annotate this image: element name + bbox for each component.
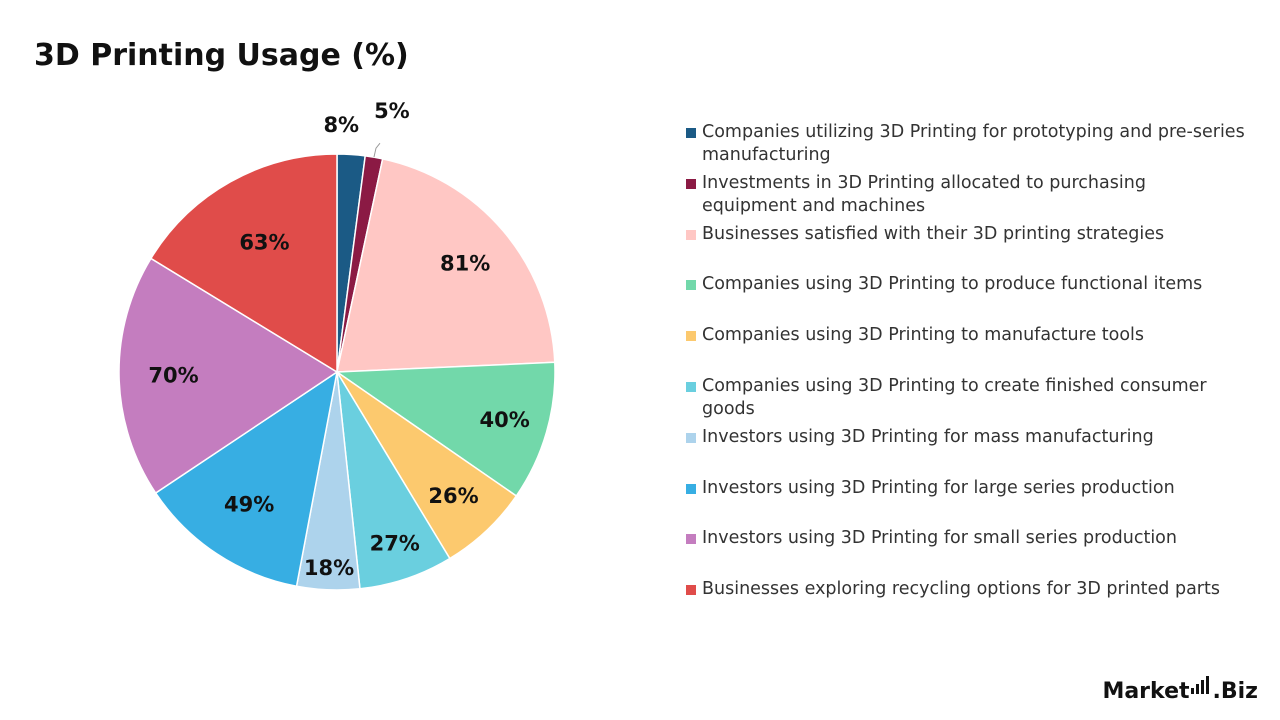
pie-slice — [336, 157, 556, 373]
legend-label: Companies using 3D Printing to produce f… — [702, 274, 1203, 295]
legend-label: Businesses satisfied with their 3D print… — [702, 223, 1165, 244]
legend-swatch — [686, 432, 696, 443]
legend-item: Companies using 3D Printing to manufactu… — [686, 324, 1246, 347]
legend-item: Businesses satisfied with their 3D print… — [686, 223, 1246, 246]
legend-swatch — [686, 331, 696, 342]
legend-label: Companies using 3D Printing to manufactu… — [702, 325, 1145, 346]
data-label: 5% — [374, 99, 410, 123]
data-label: 81% — [440, 252, 490, 276]
legend-swatch — [686, 534, 696, 545]
leader-line — [373, 142, 381, 158]
data-label: 70% — [148, 363, 198, 387]
data-label: 40% — [479, 408, 529, 432]
brand-logo: Market .Biz — [1102, 676, 1258, 704]
legend-item: Investors using 3D Printing for mass man… — [686, 426, 1246, 449]
legend-item: Investors using 3D Printing for large se… — [686, 477, 1246, 500]
legend-label: Investors using 3D Printing for mass man… — [702, 426, 1154, 447]
data-label: 27% — [370, 531, 420, 555]
pie-slice — [118, 257, 339, 495]
pie-slice — [149, 153, 338, 374]
legend-label: Investors using 3D Printing for large se… — [702, 477, 1175, 498]
legend-label: Investors using 3D Printing for small se… — [702, 528, 1177, 549]
legend-item: Businesses exploring recycling options f… — [686, 578, 1246, 601]
legend-item: Investments in 3D Printing allocated to … — [686, 172, 1246, 218]
logo-bars-icon — [1190, 676, 1211, 694]
logo-text-right: .Biz — [1212, 679, 1258, 704]
legend-swatch — [686, 178, 696, 189]
legend-label: Companies using 3D Printing to create fi… — [702, 376, 1207, 419]
legend-swatch — [686, 280, 696, 291]
legend-swatch — [686, 585, 696, 596]
data-label: 63% — [239, 231, 289, 255]
data-label: 26% — [428, 484, 478, 508]
legend-swatch — [686, 483, 696, 494]
legend-swatch — [686, 382, 696, 392]
legend-item: Companies utilizing 3D Printing for prot… — [686, 121, 1246, 167]
data-label: 8% — [323, 113, 359, 137]
logo-text-left: Market — [1102, 679, 1190, 704]
legend-item: Companies using 3D Printing to create fi… — [686, 375, 1246, 421]
chart-title: 3D Printing Usage (%) — [34, 38, 409, 73]
legend-item: Investors using 3D Printing for small se… — [686, 527, 1246, 550]
legend-swatch — [686, 229, 696, 240]
data-label: 18% — [304, 556, 354, 580]
pie-slice — [334, 361, 556, 497]
legend-label: Companies utilizing 3D Printing for prot… — [702, 122, 1245, 165]
legend-label: Investments in 3D Printing allocated to … — [702, 172, 1146, 216]
legend-swatch — [686, 128, 696, 138]
data-label: 49% — [224, 493, 274, 517]
legend-item: Companies using 3D Printing to produce f… — [686, 273, 1246, 296]
legend-label: Businesses exploring recycling options f… — [702, 579, 1220, 600]
pie-slice — [154, 370, 339, 588]
